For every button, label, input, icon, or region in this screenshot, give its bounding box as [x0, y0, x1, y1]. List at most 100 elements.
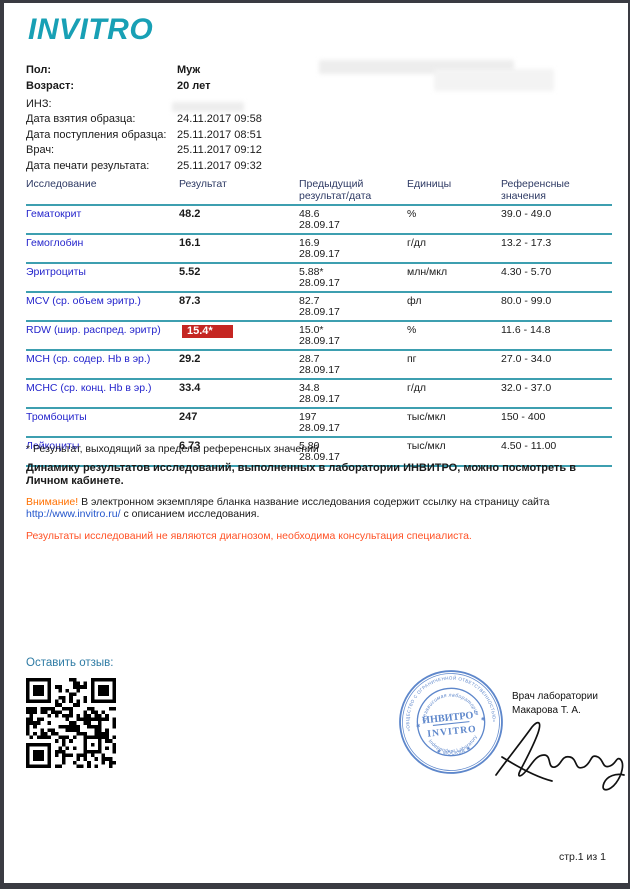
patient-metadata: Пол: Муж Возраст: 20 лет ИНЗ: Дата взятия обр… [26, 64, 262, 175]
result-value: 247 [179, 410, 198, 423]
table-row: Эритроциты 5.52 5.88* 28.09.17 млн/мкл 4.30 -… [26, 264, 612, 293]
invitro-site-link[interactable]: http://www.invitro.ru/ [26, 508, 121, 520]
page-number: стр.1 из 1 [558, 851, 606, 863]
field-value: 25.11.2017 09:12 [177, 144, 262, 156]
test-name-link[interactable]: MCV (ср. объем эритр.) [26, 294, 141, 307]
reference-range: 80.0 - 99.0 [501, 294, 552, 307]
feedback-link[interactable]: Оставить отзыв: [26, 657, 114, 669]
test-name-link[interactable]: MCH (ср. содер. Hb в эр.) [26, 352, 151, 365]
test-name-link[interactable]: MCHC (ср. конц. Hb в эр.) [26, 381, 152, 394]
reference-range: 39.0 - 49.0 [501, 207, 552, 220]
previous-result: 28.7 28.09.17 [299, 352, 340, 376]
units: млн/мкл [407, 265, 448, 278]
units: пг [407, 352, 417, 365]
field-value: 25.11.2017 09:32 [177, 159, 262, 172]
result-value: 33.4 [179, 381, 201, 394]
table-row: Гемоглобин 16.1 16.9 28.09.17 г/дл 13.2 - 17.… [26, 235, 612, 264]
result-value: 87.3 [179, 294, 201, 307]
table-row: Тромбоциты 247 197 28.09.17 тыс/мкл 150 - 400 [26, 409, 612, 438]
lab-stamp: «ОБЩЕСТВО С ОГРАНИЧЕННОЙ ОТВЕТСТВЕННОСТЬ… [399, 670, 503, 774]
previous-result: 5.80 28.09.17 [299, 439, 340, 463]
previous-result: 15.0* 28.09.17 [299, 323, 340, 347]
svg-text:✱: ✱ [416, 723, 421, 729]
qr-code [26, 678, 116, 768]
attention-text-1: В электронном экземпляре бланка название… [78, 495, 550, 508]
reference-range: 4.30 - 5.70 [501, 265, 552, 278]
previous-result: 197 28.09.17 [299, 410, 340, 434]
test-name-link[interactable]: Гематокрит [26, 207, 82, 220]
field-label: Врач: [26, 144, 55, 156]
patient-field-row: Дата поступления образца: 25.11.2017 08:5… [26, 129, 262, 141]
redacted-text-blob [434, 69, 554, 91]
col-header-previous: Предыдущий результат/дата [299, 178, 372, 202]
redacted-text-blob [172, 102, 244, 112]
disclaimer-note: Результаты исследований не являются диаг… [26, 529, 472, 542]
previous-result: 5.88* 28.09.17 [299, 265, 340, 289]
test-name-link[interactable]: Гемоглобин [26, 236, 84, 249]
result-value: 48.2 [179, 207, 201, 220]
field-value: 25.11.2017 08:51 [177, 128, 262, 141]
test-name-link[interactable]: Лейкоциты [26, 439, 80, 452]
reference-range: 32.0 - 37.0 [501, 381, 552, 394]
patient-field-row: Дата печати результата: 25.11.2017 09:32 [26, 160, 262, 172]
result-value: 29.2 [179, 352, 201, 365]
col-header-test: Исследование [26, 178, 97, 190]
results-table: Исследование Результат Предыдущий резуль… [26, 178, 612, 467]
doctor-title: Врач лаборатории [512, 691, 598, 702]
footnotes: * Результат, выходящий за пределы рефере… [26, 443, 606, 542]
previous-result: 16.9 28.09.17 [299, 236, 340, 260]
units: % [407, 207, 417, 220]
units: % [407, 323, 417, 336]
svg-text:INVITRO: INVITRO [427, 724, 477, 740]
col-header-units: Единицы [407, 178, 452, 190]
field-label: Пол: [26, 64, 52, 76]
result-value: 5.52 [179, 265, 201, 278]
test-name-link[interactable]: Эритроциты [26, 265, 86, 278]
result-value: 16.1 [179, 236, 201, 249]
doctor-signature [495, 721, 625, 791]
patient-field-row: Врач: 25.11.2017 09:12 [26, 144, 262, 156]
asterisk-note: * Результат, выходящий за пределы рефере… [26, 443, 319, 455]
reference-range: 27.0 - 34.0 [501, 352, 552, 365]
doctor-block: Врач лаборатории Макарова Т. А. [512, 690, 598, 718]
table-row: Гематокрит 48.2 48.6 28.09.17% 39.0 - 49.0 [26, 206, 612, 235]
reference-range: 4.50 - 11.00 [501, 439, 557, 452]
svg-text:✱: ✱ [481, 716, 486, 722]
invitro-logo: INVITRO [28, 13, 154, 46]
result-value: 6.73 [179, 439, 201, 452]
units: г/дл [407, 236, 427, 249]
table-row: MCHC (ср. конц. Hb в эр.) 33.4 34.8 28.09.1… [26, 380, 612, 409]
patient-field-row: Дата взятия образца: 24.11.2017 09:58 [26, 113, 262, 125]
field-label: Возраст: [26, 79, 74, 92]
table-row: RDW (шир. распред. эритр) 15.4* 15.0* 28.09… [26, 322, 612, 351]
table-row: MCV (ср. объем эритр.) 87.3 82.7 28.09.17 фл… [26, 293, 612, 322]
table-row: MCH (ср. содер. Hb в эр.) 29.2 28.7 28.09.1… [26, 351, 612, 380]
results-table-header: Исследование Результат Предыдущий резуль… [26, 178, 612, 206]
dynamics-note: Динамику результатов исследований, выпол… [26, 461, 576, 487]
result-value-flagged: 15.4* [182, 324, 233, 338]
attention-note: Внимание! В электронном экземпляре бланк… [26, 496, 606, 521]
previous-result: 48.6 28.09.17 [299, 207, 340, 231]
field-value: 20 лет [177, 79, 211, 92]
test-name-link[interactable]: RDW (шир. распред. эритр) [26, 323, 161, 336]
field-value: Муж [177, 64, 201, 76]
patient-field-row: ИНЗ: [26, 98, 262, 110]
units: тыс/мкл [407, 410, 446, 423]
previous-result: 82.7 28.09.17 [299, 294, 340, 318]
units: фл [407, 294, 422, 307]
field-label: Дата поступления образца: [26, 128, 167, 141]
results-table-body: Гематокрит 48.2 48.6 28.09.17% 39.0 - 49.0 Ге… [26, 206, 612, 467]
field-label: Дата печати результата: [26, 159, 150, 172]
col-header-result: Результат [179, 178, 227, 190]
table-row: Лейкоциты 6.73 5.80 28.09.17 тыс/мкл 4.50 - 1… [26, 438, 612, 467]
field-label: Дата взятия образца: [26, 113, 136, 125]
test-name-link[interactable]: Тромбоциты [26, 410, 87, 423]
reference-range: 13.2 - 17.3 [501, 236, 552, 249]
patient-field-row: Пол: Муж [26, 64, 262, 76]
attention-label: Внимание! [26, 495, 79, 508]
units: тыс/мкл [407, 439, 446, 452]
previous-result: 34.8 28.09.17 [299, 381, 340, 405]
attention-text-2: с описанием исследования. [120, 508, 260, 520]
units: г/дл [407, 381, 427, 394]
